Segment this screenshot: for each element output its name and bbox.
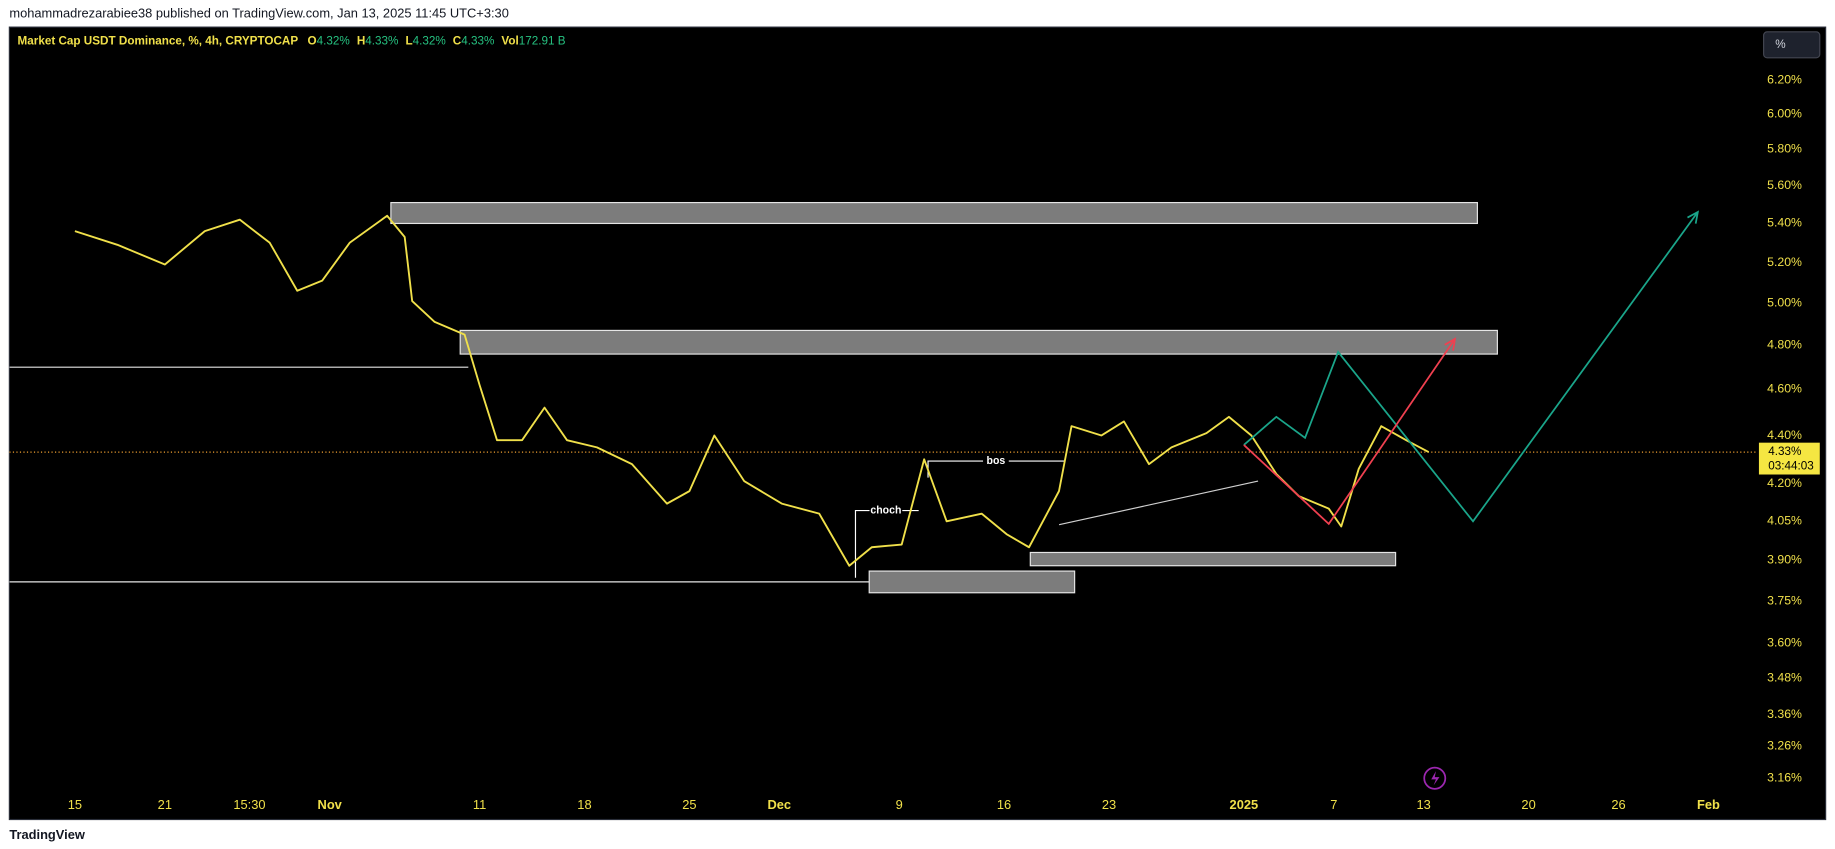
alert-bolt bbox=[1431, 771, 1440, 786]
y-tick-label: 5.40% bbox=[1767, 216, 1802, 230]
y-tick-label: 3.60% bbox=[1767, 635, 1802, 649]
choch-label: choch bbox=[870, 504, 901, 516]
alert-icon[interactable] bbox=[1423, 766, 1447, 790]
plot-area bbox=[9, 201, 1758, 594]
legend-key: Vol bbox=[501, 34, 518, 47]
legend-key: H bbox=[357, 34, 365, 47]
legend-value: 4.32% bbox=[413, 34, 447, 47]
projection-arrowhead bbox=[1444, 337, 1457, 351]
zone bbox=[1029, 551, 1397, 567]
x-tick-label: 2025 bbox=[1230, 797, 1259, 812]
legend-value: 4.32% bbox=[317, 34, 351, 47]
legend-title: Market Cap USDT Dominance, %, 4h, CRYPTO… bbox=[18, 34, 299, 47]
y-tick-label: 6.00% bbox=[1767, 107, 1802, 121]
legend-value: 4.33% bbox=[461, 34, 495, 47]
y-tick-label: 3.26% bbox=[1767, 738, 1802, 752]
y-tick-label: 3.36% bbox=[1767, 707, 1802, 721]
y-tick-label: 3.75% bbox=[1767, 593, 1802, 607]
legend-value: 4.33% bbox=[365, 34, 399, 47]
zone bbox=[390, 201, 1478, 225]
y-tick-label: 3.48% bbox=[1767, 671, 1802, 685]
x-tick-label: 25 bbox=[682, 797, 696, 812]
legend-value: 172.91 B bbox=[519, 34, 566, 47]
legend-key: O bbox=[308, 34, 317, 47]
y-tick-label: 3.16% bbox=[1767, 770, 1802, 784]
zone bbox=[459, 329, 1498, 355]
x-tick-label: 9 bbox=[896, 797, 903, 812]
x-tick-label: Nov bbox=[318, 797, 343, 812]
y-tick-label: 4.40% bbox=[1767, 428, 1802, 442]
projection-path bbox=[1243, 338, 1456, 526]
x-tick-label: Feb bbox=[1697, 797, 1720, 812]
x-tick-label: 13 bbox=[1417, 797, 1431, 812]
x-tick-label: 26 bbox=[1611, 797, 1625, 812]
y-tick-label: 4.20% bbox=[1767, 476, 1802, 490]
y-tick-label: 5.00% bbox=[1767, 295, 1802, 309]
legend: Market Cap USDT Dominance, %, 4h, CRYPTO… bbox=[18, 34, 566, 47]
legend-key: L bbox=[405, 34, 412, 47]
y-tick-label: 4.05% bbox=[1767, 514, 1802, 528]
percent-button[interactable] bbox=[1763, 31, 1821, 59]
x-tick-label: 15:30 bbox=[233, 797, 265, 812]
x-tick-label: 20 bbox=[1521, 797, 1535, 812]
projection-path bbox=[1243, 211, 1699, 523]
price-line bbox=[74, 214, 1430, 567]
footer-logo-text: TradingView bbox=[9, 827, 85, 842]
x-tick-label: 16 bbox=[997, 797, 1011, 812]
choch-bg bbox=[869, 503, 903, 518]
y-tick-label: 5.80% bbox=[1767, 142, 1802, 156]
x-tick-label: 11 bbox=[473, 797, 486, 812]
x-tick-label: Dec bbox=[767, 797, 791, 812]
x-tick-label: 21 bbox=[158, 797, 172, 812]
footer-logo: TradingView bbox=[9, 827, 85, 842]
x-tick-label: 7 bbox=[1330, 797, 1337, 812]
y-tick-label: 5.20% bbox=[1767, 255, 1802, 269]
x-tick-label: 23 bbox=[1102, 797, 1116, 812]
y-tick-label: 3.90% bbox=[1767, 553, 1802, 567]
percent-button-label[interactable]: % bbox=[1775, 38, 1786, 51]
bos-bg bbox=[983, 453, 1009, 469]
y-tick-label: 6.20% bbox=[1767, 73, 1802, 87]
x-tick-label: 15 bbox=[68, 797, 82, 812]
last-price-box bbox=[1758, 442, 1820, 475]
trend-line bbox=[1058, 480, 1259, 526]
zone bbox=[868, 570, 1076, 594]
projection-arrowhead bbox=[1687, 210, 1700, 224]
countdown-label: 03:44:03 bbox=[1768, 459, 1814, 472]
y-tick-label: 4.60% bbox=[1767, 382, 1802, 396]
x-tick-label: 18 bbox=[577, 797, 591, 812]
last-price-label: 4.33% bbox=[1768, 445, 1802, 458]
footer-bar bbox=[0, 820, 1835, 849]
publisher-header: mohammadrezarabiee38 published on Tradin… bbox=[9, 6, 508, 21]
y-tick-label: 4.80% bbox=[1767, 338, 1802, 352]
y-tick-label: 5.60% bbox=[1767, 178, 1802, 192]
bos-label: bos bbox=[987, 455, 1006, 467]
chart-panel bbox=[8, 26, 1827, 821]
legend-key: C bbox=[453, 34, 462, 47]
